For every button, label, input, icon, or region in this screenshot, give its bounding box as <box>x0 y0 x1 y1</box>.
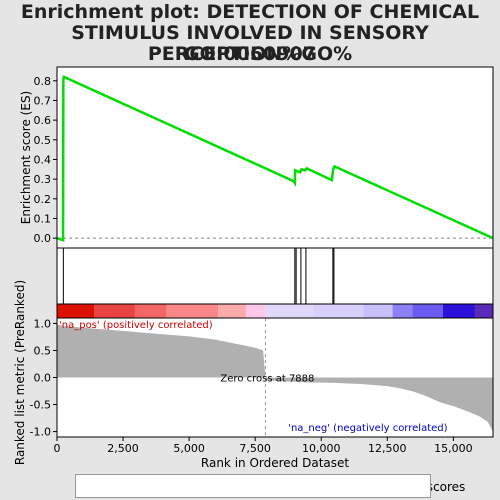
positive-correlation-label: 'na_pos' (positively correlated) <box>59 320 213 331</box>
legend <box>75 474 431 498</box>
colorbar-segment <box>218 304 246 318</box>
rank-ytick-label: -1.0 <box>30 426 51 439</box>
xtick-label: 5,000 <box>173 442 205 455</box>
colorbar-segment <box>392 304 413 318</box>
negative-correlation-label: 'na_neg' (negatively correlated) <box>288 423 447 434</box>
rank-ytick-label: 0.5 <box>34 344 52 357</box>
colorbar-segment <box>166 304 219 318</box>
enrichment-profile-line <box>56 75 494 242</box>
es-ytick-label: 0.6 <box>34 114 52 127</box>
xlabel: Rank in Ordered Dataset <box>201 456 349 470</box>
rank-ytick-label: 0.0 <box>34 372 52 385</box>
ranking-metric-area <box>57 323 493 432</box>
title-line-3: GO:0050907 <box>184 43 316 65</box>
xtick-label: 7,500 <box>239 442 271 455</box>
colorbar-segment <box>57 304 94 318</box>
colorbar-segment <box>265 304 314 318</box>
es-ylabel: Enrichment score (ES) <box>19 91 33 224</box>
colorbar-segment <box>134 304 167 318</box>
xtick-label: 10,000 <box>302 442 341 455</box>
xtick-label: 12,500 <box>368 442 407 455</box>
colorbar-segment <box>363 304 393 318</box>
colorbar-segment <box>412 304 443 318</box>
colorbar-segment <box>474 304 493 318</box>
xtick-label: 0 <box>54 442 61 455</box>
es-ytick-label: 0.3 <box>34 173 52 186</box>
rank-panel-frame <box>56 317 494 438</box>
rank-ylabel: Ranked list metric (PreRanked) <box>13 280 27 465</box>
es-ytick-label: 0.2 <box>34 193 52 206</box>
es-ytick-label: 0.4 <box>34 153 52 166</box>
rank-ytick-label: -0.5 <box>30 399 51 412</box>
xtick-label: 15,000 <box>434 442 473 455</box>
es-ytick-label: 0.1 <box>34 212 52 225</box>
xtick-label: 2,500 <box>107 442 139 455</box>
colorbar-segment <box>442 304 475 318</box>
es-ytick-label: 0.0 <box>34 232 52 245</box>
colorbar-segment <box>245 304 266 318</box>
es-ytick-label: 0.5 <box>34 134 52 147</box>
colorbar-segment <box>93 304 135 318</box>
zero-cross-label: Zero cross at 7888 <box>220 374 314 385</box>
es-ytick-label: 0.8 <box>34 75 52 88</box>
colorbar-segment <box>313 304 364 318</box>
rank-ytick-label: 1.0 <box>34 317 52 330</box>
title-line-2: STIMULUS INVOLVED IN SENSORY PERCEPTION%… <box>71 22 429 65</box>
es-ytick-label: 0.7 <box>34 94 52 107</box>
title-line-1: Enrichment plot: DETECTION OF CHEMICAL <box>20 1 480 23</box>
